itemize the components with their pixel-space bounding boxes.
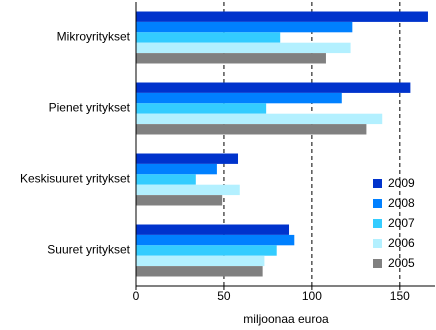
bar [136, 184, 240, 196]
y-tick-label: Keskisuuret yritykset [20, 172, 131, 186]
bar [136, 124, 367, 135]
legend-swatch [373, 239, 382, 248]
x-tick-label: 0 [133, 289, 140, 303]
y-tick-label: Pienet yritykset [49, 101, 131, 115]
bar [136, 224, 290, 235]
x-tick-label: 150 [390, 289, 410, 303]
bar [136, 113, 383, 125]
bar [136, 163, 217, 175]
bar [136, 92, 342, 104]
bar [136, 11, 428, 22]
x-tick-label: 50 [217, 289, 231, 303]
bar [136, 42, 351, 54]
bar [136, 245, 277, 256]
legend-label: 2005 [388, 256, 415, 270]
bar [136, 174, 196, 185]
bar [136, 21, 353, 33]
legend-swatch [373, 199, 382, 208]
bar [136, 266, 263, 277]
bar [136, 234, 295, 246]
x-axis-label: miljoonaa euroa [243, 312, 329, 326]
bar [136, 153, 239, 164]
bar [136, 53, 326, 64]
legend-swatch [373, 179, 382, 188]
x-tick-label: 100 [302, 289, 322, 303]
bar [136, 103, 267, 114]
y-tick-label: Suuret yritykset [47, 243, 130, 257]
bar [136, 255, 265, 267]
legend-swatch [373, 259, 382, 268]
legend-label: 2007 [388, 216, 415, 230]
bar [136, 82, 411, 93]
legend-label: 2006 [388, 236, 415, 250]
y-tick-label: Mikroyritykset [57, 30, 131, 44]
legend-label: 2009 [388, 176, 415, 190]
bar [136, 32, 281, 43]
legend-label: 2008 [388, 196, 415, 210]
bar [136, 195, 223, 206]
legend-swatch [373, 219, 382, 228]
